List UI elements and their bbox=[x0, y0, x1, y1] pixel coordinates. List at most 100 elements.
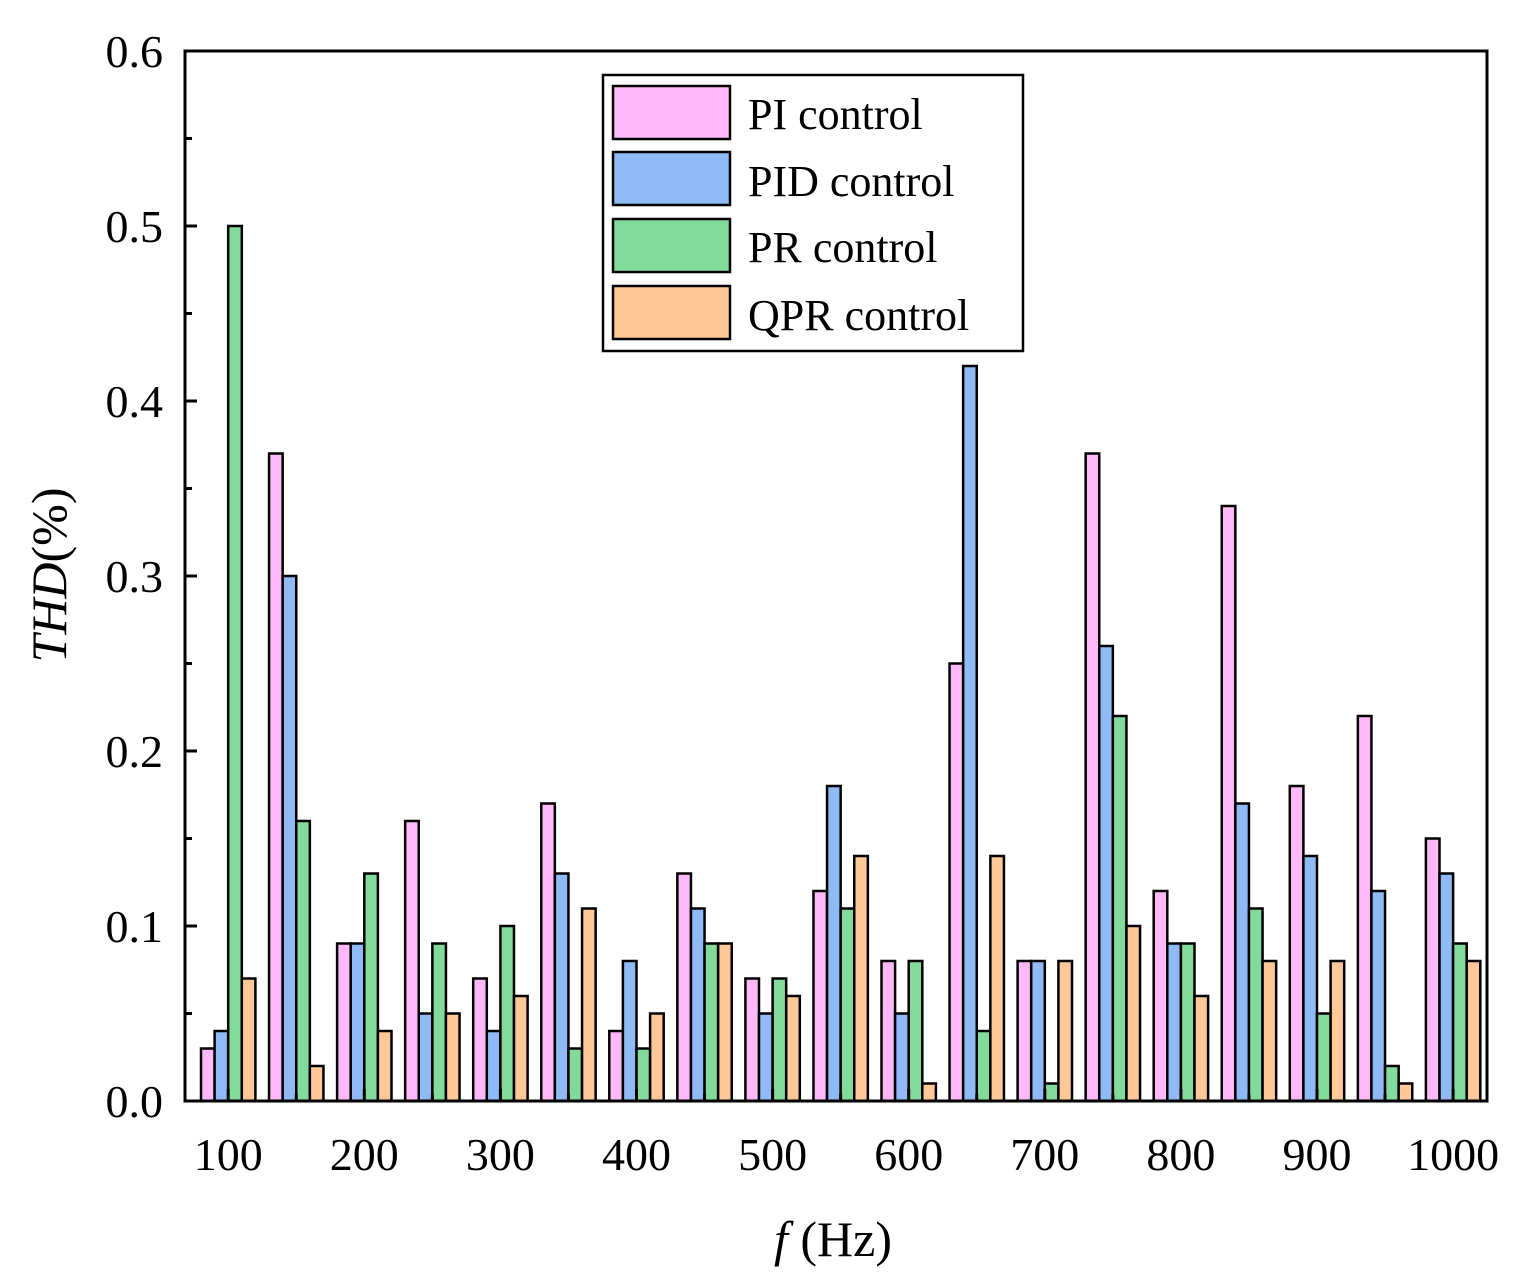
bar-pid-group-5 bbox=[485, 1029, 502, 1103]
bar-pr-group-19 bbox=[1451, 942, 1468, 1103]
x-axis-title: f (Hz) bbox=[774, 1211, 892, 1267]
bar-qpr-group-1 bbox=[240, 977, 257, 1103]
y-axis-title: THD(%) bbox=[21, 488, 77, 663]
bar-pid-group-15 bbox=[1166, 942, 1183, 1103]
bars-layer bbox=[199, 224, 1482, 1103]
bar-qpr-group-9 bbox=[784, 994, 802, 1103]
bar-pi-group-5 bbox=[471, 977, 489, 1103]
bar-pid-group-10 bbox=[825, 784, 842, 1103]
y-tick-label: 0.4 bbox=[106, 376, 164, 427]
bar-qpr-group-6 bbox=[580, 907, 597, 1103]
x-tick-label: 1000 bbox=[1407, 1129, 1499, 1180]
bar-qpr-group-10 bbox=[853, 854, 870, 1103]
bar-pi-group-10 bbox=[812, 889, 829, 1103]
bar-pr-group-12 bbox=[975, 1029, 992, 1103]
bar-qpr-group-7 bbox=[648, 1012, 665, 1103]
bar-pr-group-15 bbox=[1179, 942, 1196, 1103]
bar-pi-group-6 bbox=[540, 802, 557, 1103]
x-tick-label: 900 bbox=[1283, 1129, 1352, 1180]
legend-swatch-qpr bbox=[611, 284, 732, 341]
x-axis-title-unit: (Hz) bbox=[788, 1211, 892, 1267]
bar-pid-group-3 bbox=[349, 942, 366, 1103]
bar-pid-group-17 bbox=[1302, 854, 1319, 1103]
y-tick-label: 0.5 bbox=[106, 201, 164, 252]
bar-pid-group-18 bbox=[1370, 889, 1387, 1103]
y-tick-label: 0.6 bbox=[106, 26, 164, 77]
bar-pid-group-14 bbox=[1098, 644, 1115, 1103]
y-axis-title-unit: (%) bbox=[21, 488, 77, 563]
bar-qpr-group-15 bbox=[1193, 994, 1210, 1103]
legend-label-pr: PR control bbox=[748, 223, 937, 272]
bar-pr-group-13 bbox=[1043, 1082, 1060, 1103]
bar-pi-group-12 bbox=[948, 662, 965, 1103]
bar-pi-group-2 bbox=[267, 452, 284, 1103]
legend-swatch-pid bbox=[611, 150, 732, 207]
bar-qpr-group-5 bbox=[512, 994, 529, 1103]
bar-qpr-group-19 bbox=[1465, 959, 1482, 1103]
bar-pi-group-13 bbox=[1016, 959, 1033, 1103]
bar-pi-group-15 bbox=[1152, 889, 1169, 1103]
bar-pi-group-17 bbox=[1288, 784, 1305, 1103]
bar-qpr-group-3 bbox=[376, 1029, 393, 1103]
bar-qpr-group-8 bbox=[716, 942, 734, 1103]
x-tick-label: 200 bbox=[330, 1129, 399, 1180]
bar-pi-group-7 bbox=[608, 1029, 625, 1103]
x-tick-label: 300 bbox=[466, 1129, 535, 1180]
bar-pr-group-18 bbox=[1383, 1064, 1400, 1103]
bar-pr-group-2 bbox=[295, 819, 312, 1103]
bar-pr-group-5 bbox=[499, 924, 516, 1103]
x-tick-label: 400 bbox=[602, 1129, 671, 1180]
x-tick-label: 100 bbox=[194, 1129, 263, 1180]
bar-qpr-group-18 bbox=[1397, 1082, 1414, 1103]
bar-pr-group-9 bbox=[771, 977, 788, 1103]
bar-pr-group-3 bbox=[363, 872, 380, 1103]
legend-label-pid: PID control bbox=[748, 157, 955, 206]
bar-pid-group-11 bbox=[893, 1012, 910, 1103]
x-tick-label: 800 bbox=[1146, 1129, 1215, 1180]
bar-pid-group-2 bbox=[281, 574, 298, 1103]
y-tick-label: 0.3 bbox=[106, 551, 164, 602]
bar-pi-group-18 bbox=[1356, 714, 1373, 1103]
bar-qpr-group-14 bbox=[1125, 924, 1142, 1103]
bar-pi-group-1 bbox=[199, 1047, 216, 1103]
bar-pid-group-9 bbox=[757, 1012, 774, 1103]
bar-pr-group-14 bbox=[1111, 714, 1128, 1103]
bar-pr-group-16 bbox=[1247, 907, 1264, 1103]
y-axis-title-italic: THD bbox=[21, 562, 77, 662]
bar-qpr-group-13 bbox=[1057, 959, 1074, 1103]
bar-pid-group-13 bbox=[1029, 959, 1047, 1103]
bar-pid-group-7 bbox=[621, 959, 638, 1103]
legend-swatch-pr bbox=[611, 217, 732, 274]
bar-pr-group-10 bbox=[839, 907, 856, 1103]
bar-pid-group-1 bbox=[213, 1029, 230, 1103]
bar-pid-group-19 bbox=[1438, 872, 1455, 1103]
bar-pi-group-8 bbox=[676, 872, 693, 1103]
bar-pid-group-16 bbox=[1234, 802, 1251, 1103]
bar-pi-group-16 bbox=[1220, 504, 1237, 1103]
bar-pr-group-4 bbox=[431, 942, 448, 1103]
bar-qpr-group-16 bbox=[1261, 959, 1278, 1103]
legend-label-qpr: QPR control bbox=[748, 291, 969, 340]
bar-pid-group-8 bbox=[689, 907, 706, 1103]
ticks-layer: 0.0 0.1 0.2 0.3 0.4 0.5 0.6 100 200 300 400 500 600 7… bbox=[106, 26, 1500, 1180]
bar-pi-group-3 bbox=[335, 942, 352, 1103]
x-tick-label: 500 bbox=[738, 1129, 807, 1180]
x-tick-label: 700 bbox=[1010, 1129, 1079, 1180]
bar-pr-group-6 bbox=[567, 1047, 584, 1103]
bar-pid-group-4 bbox=[417, 1012, 434, 1103]
legend: PI control PID control PR control QPR co… bbox=[601, 73, 1025, 353]
bar-pi-group-4 bbox=[403, 819, 420, 1103]
bar-pr-group-7 bbox=[635, 1047, 652, 1103]
y-tick-label: 0.1 bbox=[106, 901, 164, 952]
bar-qpr-group-17 bbox=[1329, 959, 1346, 1103]
bar-pi-group-9 bbox=[744, 977, 761, 1103]
bar-qpr-group-4 bbox=[444, 1012, 461, 1103]
bar-pr-group-11 bbox=[907, 959, 924, 1103]
y-tick-label: 0.0 bbox=[106, 1076, 164, 1127]
legend-swatch-pi bbox=[611, 84, 732, 141]
bar-pi-group-11 bbox=[880, 959, 897, 1103]
bar-pr-group-8 bbox=[703, 942, 720, 1103]
bar-pi-group-14 bbox=[1084, 452, 1101, 1103]
bar-pid-group-6 bbox=[553, 872, 570, 1103]
